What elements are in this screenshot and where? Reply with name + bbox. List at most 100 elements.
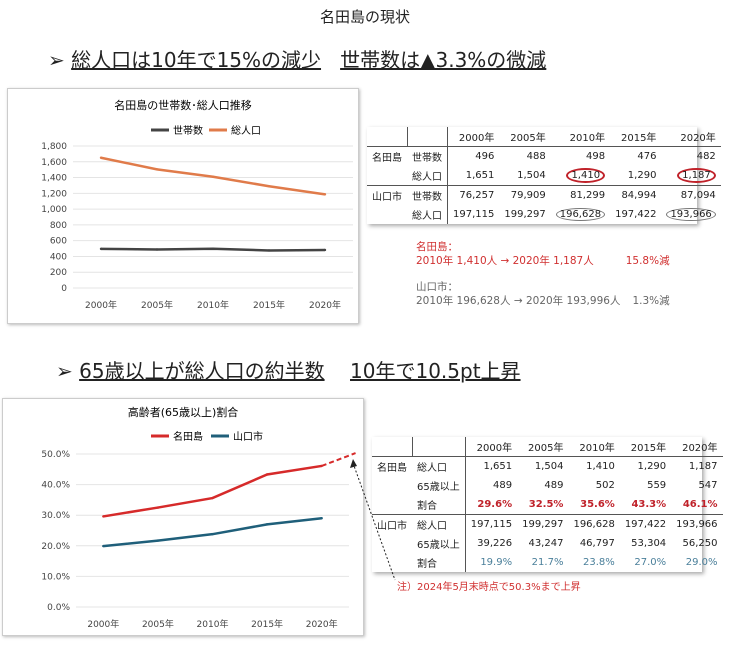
- heading-main: 総人口は10年で15%の減少: [71, 48, 322, 72]
- heading-sub: 世帯数は▲3.3%の微減: [340, 48, 547, 72]
- value-cell: 81,299: [550, 185, 611, 205]
- value-text: 1,290: [637, 461, 667, 472]
- value-cell: 56,250: [671, 534, 722, 553]
- summary-yamaguchi: 山口市： 2010年 196,628人 → 2020年 193,996人 1.3%…: [416, 280, 670, 308]
- value-cell: 76,257: [447, 185, 500, 205]
- value-text: 32.5%: [528, 499, 564, 510]
- value-cell: 43.3%: [620, 495, 671, 515]
- data-point: [267, 185, 271, 188]
- table-row: 総人口 1,651 1,504 1,410 1,290 1,187: [367, 166, 721, 186]
- table-header-row: 2000年 2005年 2010年 2015年 2020年: [372, 437, 723, 457]
- value-cell: 53,304: [620, 534, 671, 553]
- legend-label: 総人口: [231, 124, 261, 137]
- value-cell: 547: [671, 476, 722, 495]
- data-point: [156, 539, 160, 542]
- area-cell: 名田島: [372, 456, 412, 476]
- year-header: 2005年: [528, 443, 564, 454]
- value-cell: 29.6%: [465, 495, 517, 515]
- bullet-marker: ➢: [56, 359, 73, 383]
- chart-title: 高齢者(65歳以上)割合: [128, 405, 239, 419]
- value-text: 199,297: [504, 209, 546, 220]
- data-point: [265, 473, 269, 476]
- label-cell: 世帯数: [407, 185, 448, 205]
- value-cell: 193,966: [671, 514, 723, 534]
- year-header: 2015年: [630, 443, 667, 454]
- value-text: 476: [637, 151, 657, 162]
- data-point: [102, 515, 105, 518]
- table-row: 名田島 総人口 1,651 1,504 1,410 1,290 1,187: [372, 456, 723, 476]
- data-point: [211, 175, 215, 178]
- value-text: 56,250: [682, 538, 718, 549]
- value-text: 197,422: [615, 209, 657, 220]
- value-cell: 21.7%: [517, 553, 568, 572]
- bullet-marker: ➢: [48, 48, 65, 72]
- x-tick-label: 2020年: [309, 299, 341, 311]
- y-tick-label: 600: [50, 237, 67, 247]
- data-point: [211, 496, 214, 500]
- summary-label: 名田島：: [416, 241, 458, 253]
- x-tick-label: 2005年: [142, 618, 174, 630]
- value-cell: 79,909: [499, 185, 551, 205]
- y-tick-label: 10.0%: [41, 572, 70, 582]
- area-cell: [367, 166, 407, 186]
- value-cell: 196,628: [551, 205, 610, 224]
- value-text: 196,628: [573, 519, 615, 530]
- value-cell: 197,422: [619, 514, 672, 534]
- value-text: 53,304: [631, 538, 667, 549]
- value-cell: 199,297: [499, 205, 550, 224]
- value-cell: 1,410: [551, 166, 610, 186]
- value-text: 21.7%: [531, 557, 564, 568]
- value-cell: 19.9%: [465, 553, 517, 572]
- table-aging: 2000年 2005年 2010年 2015年 2020年 名田島 総人口 1,651 1,50…: [372, 437, 723, 572]
- summary-text: 2010年 196,628人 → 2020年 193,996人: [416, 295, 621, 307]
- table-row: 名田島 世帯数 496 488 498 476 482: [367, 146, 721, 166]
- label-cell: 総人口: [407, 166, 448, 186]
- year-header: 2000年: [476, 443, 513, 454]
- x-tick-label: 2000年: [85, 299, 117, 311]
- y-tick-label: 1,800: [41, 142, 67, 152]
- value-cell: 1,410: [568, 456, 620, 476]
- data-point: [156, 506, 160, 509]
- value-cell: 1,290: [610, 166, 661, 186]
- series-extension-dashed: [321, 452, 356, 467]
- series-line-1: [103, 517, 322, 548]
- value-text: 29.6%: [477, 499, 513, 510]
- value-text: 43,247: [528, 538, 564, 549]
- value-cell: 498: [550, 146, 611, 166]
- value-cell: 1,290: [619, 456, 672, 476]
- label-cell: 世帯数: [407, 146, 448, 166]
- data-point: [155, 168, 159, 171]
- y-tick-label: 50.0%: [41, 450, 70, 460]
- value-text: 76,257: [459, 190, 495, 201]
- summary-nadajima: 名田島： 2010年 1,410人 → 2020年 1,187人 15.8%減: [416, 240, 670, 268]
- value-text: 488: [526, 151, 546, 162]
- value-text: 199,297: [522, 519, 564, 530]
- value-cell: 488: [499, 146, 551, 166]
- chart-title: 名田島の世帯数･総人口推移: [114, 98, 252, 112]
- value-cell: 482: [661, 146, 721, 166]
- table-row: 65歳以上 489 489 502 559 547: [372, 476, 723, 495]
- data-point: [99, 156, 103, 159]
- label-cell: 65歳以上: [412, 534, 466, 553]
- value-text: 1,410: [586, 461, 615, 472]
- y-tick-label: 0.0%: [47, 603, 70, 613]
- page-title: 名田島の現状: [319, 8, 410, 26]
- heading-aging: ➢ 65歳以上が総人口の約半数 10年で10.5pt上昇: [56, 355, 521, 384]
- label-cell: 65歳以上: [412, 476, 466, 495]
- value-text: 27.0%: [634, 557, 667, 568]
- value-cell: 32.5%: [517, 495, 568, 515]
- y-tick-label: 200: [50, 268, 67, 278]
- value-cell: 35.6%: [568, 495, 619, 515]
- label-cell: 総人口: [412, 514, 466, 534]
- value-cell: 84,994: [610, 185, 662, 205]
- value-cell: 1,504: [517, 456, 569, 476]
- value-text: 559: [647, 480, 667, 491]
- y-tick-label: 800: [50, 221, 67, 231]
- value-cell: 1,187: [671, 456, 723, 476]
- area-cell: [367, 205, 407, 224]
- data-point: [102, 544, 105, 548]
- value-cell: 197,115: [448, 205, 500, 224]
- value-text: 29.0%: [685, 557, 718, 568]
- chart-population: 名田島の世帯数･総人口推移 世帯数 総人口 0 200 400 600 800 1,000 1,2…: [7, 88, 359, 324]
